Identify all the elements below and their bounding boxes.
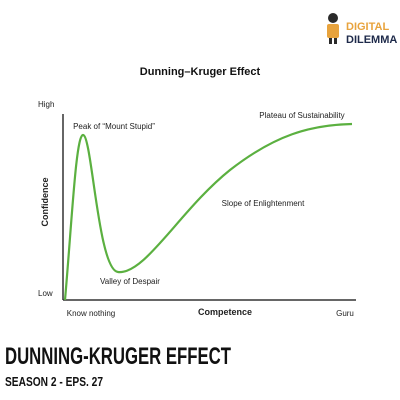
logo-leg xyxy=(329,38,332,44)
y-low-label: Low xyxy=(38,289,53,298)
y-axis-label: Confidence xyxy=(40,177,50,226)
annotation: Valley of Despair xyxy=(100,277,160,286)
annotation: Peak of “Mount Stupid” xyxy=(73,122,155,131)
x-end-label: Guru xyxy=(336,309,354,318)
x-axis-label: Competence xyxy=(198,307,252,317)
logo-line2: DILEMMA xyxy=(346,34,397,46)
y-high-label: High xyxy=(38,100,54,109)
curve xyxy=(63,122,353,301)
annotation: Slope of Enlightenment xyxy=(222,199,306,208)
footer-title: DUNNING-KRUGER EFFECT xyxy=(5,343,231,370)
footer-subtitle: SEASON 2 - EPS. 27 xyxy=(5,374,103,389)
logo-leg xyxy=(334,38,337,44)
logo-head xyxy=(328,13,338,23)
logo-body xyxy=(327,24,339,38)
annotation: Plateau of Sustainability xyxy=(259,111,344,120)
diagram-title: Dunning–Kruger Effect xyxy=(140,66,261,78)
x-start-label: Know nothing xyxy=(67,309,115,318)
logo-line1: DIGITAL xyxy=(346,21,389,33)
logo: DIGITAL DILEMMA xyxy=(327,13,397,46)
